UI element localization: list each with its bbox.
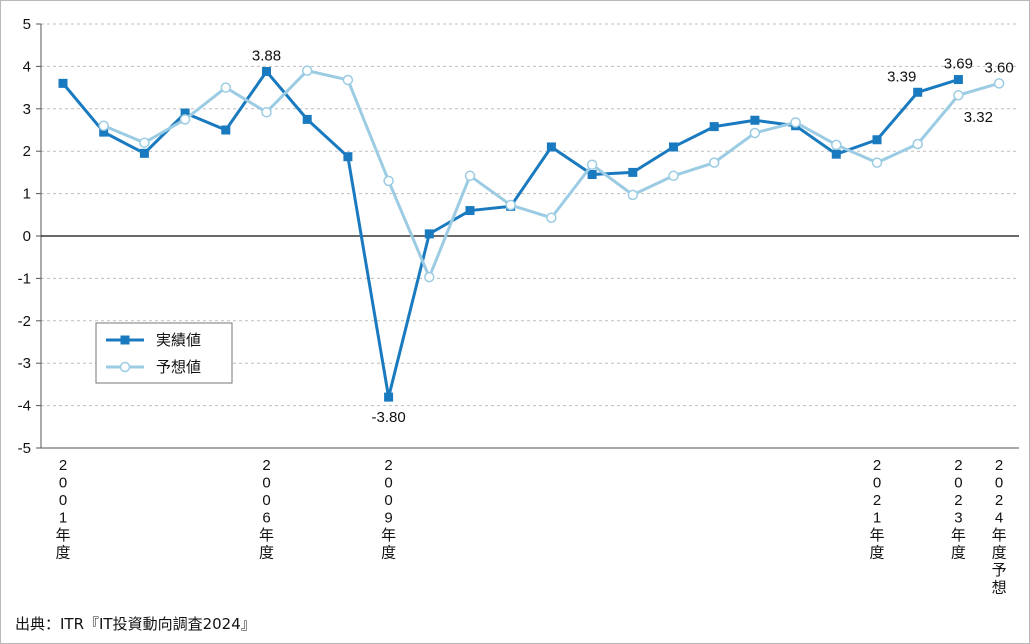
data-point-1 <box>546 212 557 224</box>
data-point-0 <box>953 75 963 85</box>
data-point-1 <box>668 170 679 182</box>
data-point-1 <box>383 175 394 187</box>
data-label: 3.60 <box>984 59 1013 76</box>
legend-box <box>95 322 233 384</box>
data-point-0 <box>546 142 556 152</box>
data-label: -3.80 <box>371 409 405 426</box>
data-point-1 <box>179 114 191 125</box>
legend-label: 実績値 <box>156 332 201 349</box>
data-point-1 <box>301 65 313 76</box>
data-point-0 <box>628 167 638 177</box>
data-point-1 <box>464 170 476 182</box>
data-point-0 <box>872 135 882 145</box>
y-tick-label: 5 <box>23 16 31 33</box>
data-point-1 <box>586 159 598 171</box>
data-label: 3.88 <box>252 47 281 64</box>
data-label: 3.39 <box>887 68 916 85</box>
data-point-1 <box>790 117 801 128</box>
data-point-0 <box>302 114 312 124</box>
y-tick-label: 4 <box>23 58 31 75</box>
data-point-1 <box>261 106 272 118</box>
data-point-0 <box>465 206 475 216</box>
data-point-0 <box>221 125 231 135</box>
legend-marker-0 <box>120 335 130 345</box>
data-point-1 <box>505 199 516 211</box>
y-tick-label: -3 <box>18 355 31 372</box>
data-point-0 <box>343 152 353 162</box>
data-point-1 <box>220 82 232 93</box>
data-point-0 <box>180 108 190 118</box>
y-tick-label: -5 <box>18 440 31 457</box>
x-tick-label: 2 0 0 1 年度 <box>55 457 70 562</box>
source-caption: 出典：ITR『IT投資動向調査2024』 <box>15 615 256 633</box>
data-point-1 <box>871 157 883 168</box>
data-point-1 <box>953 89 964 101</box>
legend-label: 予想値 <box>156 359 201 376</box>
data-point-0 <box>709 122 719 132</box>
data-point-1 <box>342 74 354 86</box>
legend-marker-1 <box>119 361 131 373</box>
x-tick-label: 2 0 2 4 年度予想 <box>992 457 1007 597</box>
data-label: 3.32 <box>964 109 993 126</box>
series-line-1 <box>103 69 1000 279</box>
y-tick-label: 2 <box>23 143 31 160</box>
data-point-1 <box>993 78 1005 89</box>
y-tick-label: -1 <box>18 270 31 287</box>
data-point-1 <box>98 120 109 132</box>
data-label: 3.69 <box>944 56 973 73</box>
data-point-0 <box>58 78 68 88</box>
data-point-0 <box>99 127 109 137</box>
data-point-1 <box>424 271 435 283</box>
data-point-1 <box>831 139 842 151</box>
data-point-0 <box>424 229 434 239</box>
data-point-1 <box>708 157 720 168</box>
data-point-0 <box>587 170 597 180</box>
data-point-1 <box>139 137 150 148</box>
y-tick-label: -4 <box>18 398 31 415</box>
x-tick-label: 2 0 0 9 年度 <box>381 457 396 562</box>
data-point-0 <box>139 148 149 158</box>
data-point-0 <box>913 87 923 97</box>
y-tick-label: 3 <box>23 101 31 118</box>
x-tick-label: 2 0 2 1 年度 <box>869 457 884 562</box>
x-tick-label: 2 0 2 3 年度 <box>951 457 966 562</box>
data-point-0 <box>831 149 841 159</box>
data-point-1 <box>912 138 923 150</box>
y-tick-label: 1 <box>23 186 31 203</box>
x-tick-label: 2 0 0 6 年度 <box>259 457 274 562</box>
data-point-0 <box>384 392 394 402</box>
data-point-0 <box>262 66 271 76</box>
data-point-0 <box>750 115 760 125</box>
y-tick-label: -2 <box>18 313 31 330</box>
data-point-1 <box>627 189 639 201</box>
data-point-1 <box>749 127 761 139</box>
y-tick-label: 0 <box>23 228 31 245</box>
data-point-0 <box>669 142 678 152</box>
